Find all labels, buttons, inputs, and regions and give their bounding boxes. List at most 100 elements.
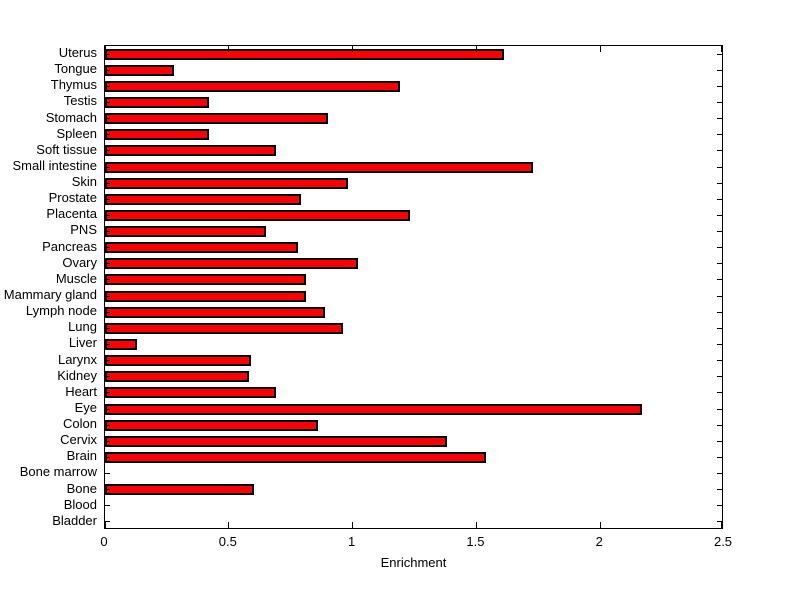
y-tick-label-heart: Heart: [65, 383, 97, 399]
y-tick-label-bladder: Bladder: [52, 512, 97, 528]
bar-muscle: [105, 274, 306, 286]
y-tick-label-larynx: Larynx: [57, 351, 97, 367]
x-tick-label-0.5: 0.5: [218, 534, 237, 549]
y-tick-right-small-intestine: [717, 166, 722, 168]
bar-brain: [105, 451, 487, 463]
y-tick-left-brain: [105, 456, 110, 458]
y-tick-left-tongue: [105, 69, 110, 71]
y-tick-left-mammary-gland: [105, 295, 110, 297]
bar-skin: [105, 177, 348, 189]
y-tick-label-stomach: Stomach: [45, 109, 97, 125]
plot-area: [104, 45, 723, 529]
x-tick-top-1: [352, 46, 354, 52]
y-tick-label-testis: Testis: [63, 93, 97, 109]
y-tick-right-mammary-gland: [717, 295, 722, 297]
x-tick-label-1: 1: [347, 534, 356, 549]
bar-testis: [105, 96, 209, 108]
x-tick-bottom-0.5: [228, 522, 230, 528]
y-tick-label-muscle: Muscle: [55, 270, 97, 286]
y-tick-label-small-intestine: Small intestine: [12, 157, 97, 173]
bar-lymph-node: [105, 306, 326, 318]
y-tick-left-muscle: [105, 279, 110, 281]
y-tick-label-placenta: Placenta: [46, 206, 97, 222]
bar-colon: [105, 419, 318, 431]
bar-eye: [105, 403, 643, 415]
y-tick-left-bladder: [105, 521, 110, 523]
y-tick-right-liver: [717, 343, 722, 345]
x-tick-top-2.5: [721, 46, 722, 52]
bar-ovary: [105, 258, 358, 270]
x-tick-top-1.5: [475, 46, 477, 52]
y-tick-label-eye: Eye: [74, 399, 97, 415]
y-tick-label-colon: Colon: [63, 416, 97, 432]
y-tick-left-blood: [105, 505, 110, 507]
y-tick-right-ovary: [717, 263, 722, 265]
x-tick-label-0: 0: [100, 534, 108, 549]
y-tick-left-eye: [105, 408, 110, 410]
y-tick-right-bone: [717, 489, 722, 491]
y-tick-right-bladder: [717, 521, 722, 523]
y-tick-label-lymph-node: Lymph node: [25, 303, 97, 319]
y-tick-left-small-intestine: [105, 166, 110, 168]
x-axis-label: Enrichment: [380, 555, 447, 570]
bar-heart: [105, 387, 276, 399]
y-tick-label-pancreas: Pancreas: [42, 238, 97, 254]
y-tick-label-thymus: Thymus: [50, 77, 97, 93]
y-tick-right-cervix: [717, 440, 722, 442]
x-tick-label-2.5: 2.5: [713, 534, 733, 549]
y-tick-label-tongue: Tongue: [54, 61, 97, 77]
y-tick-left-lung: [105, 327, 110, 329]
y-tick-label-ovary: Ovary: [62, 254, 97, 270]
x-tick-bottom-2: [599, 522, 601, 528]
y-tick-right-testis: [717, 101, 722, 103]
y-tick-label-cervix: Cervix: [60, 432, 97, 448]
y-tick-right-heart: [717, 392, 722, 394]
bar-larynx: [105, 355, 252, 367]
bar-kidney: [105, 371, 249, 383]
bar-thymus: [105, 80, 400, 92]
y-tick-left-bone: [105, 489, 110, 491]
y-tick-left-stomach: [105, 118, 110, 120]
y-tick-right-thymus: [717, 85, 722, 87]
y-tick-left-prostate: [105, 198, 110, 200]
y-tick-right-pancreas: [717, 247, 722, 249]
bar-spleen: [105, 129, 209, 141]
x-tick-bottom-1: [352, 522, 354, 528]
x-tick-label-1.5: 1.5: [466, 534, 485, 549]
y-tick-left-spleen: [105, 134, 110, 136]
y-tick-right-muscle: [717, 279, 722, 281]
x-tick-bottom-2.5: [721, 522, 722, 528]
y-tick-left-pns: [105, 231, 110, 233]
y-tick-left-soft-tissue: [105, 150, 110, 152]
y-tick-right-lung: [717, 327, 722, 329]
y-tick-left-ovary: [105, 263, 110, 265]
y-tick-left-uterus: [105, 53, 110, 55]
y-tick-label-uterus: Uterus: [58, 45, 97, 60]
bar-stomach: [105, 113, 328, 125]
y-tick-left-pancreas: [105, 247, 110, 249]
y-tick-label-liver: Liver: [68, 335, 97, 351]
y-tick-label-soft-tissue: Soft tissue: [36, 141, 97, 157]
y-tick-left-lymph-node: [105, 311, 110, 313]
y-tick-right-larynx: [717, 360, 722, 362]
y-tick-left-larynx: [105, 360, 110, 362]
bar-pancreas: [105, 242, 299, 254]
y-tick-right-kidney: [717, 376, 722, 378]
x-tick-label-2: 2: [595, 534, 603, 549]
bar-prostate: [105, 193, 301, 205]
y-tick-right-bone-marrow: [717, 473, 722, 475]
y-tick-left-cervix: [105, 440, 110, 442]
y-tick-right-soft-tissue: [717, 150, 722, 152]
bar-pns: [105, 226, 266, 238]
y-tick-left-colon: [105, 424, 110, 426]
y-tick-label-mammary-gland: Mammary gland: [3, 287, 97, 302]
x-tick-top-0.5: [228, 46, 230, 52]
x-tick-bottom-1.5: [475, 522, 477, 528]
y-tick-right-prostate: [717, 198, 722, 200]
bar-soft-tissue: [105, 145, 276, 157]
y-tick-label-kidney: Kidney: [57, 367, 97, 383]
bar-placenta: [105, 209, 410, 221]
y-tick-label-prostate: Prostate: [48, 190, 97, 206]
y-tick-left-heart: [105, 392, 110, 394]
x-tick-top-2: [599, 46, 601, 52]
